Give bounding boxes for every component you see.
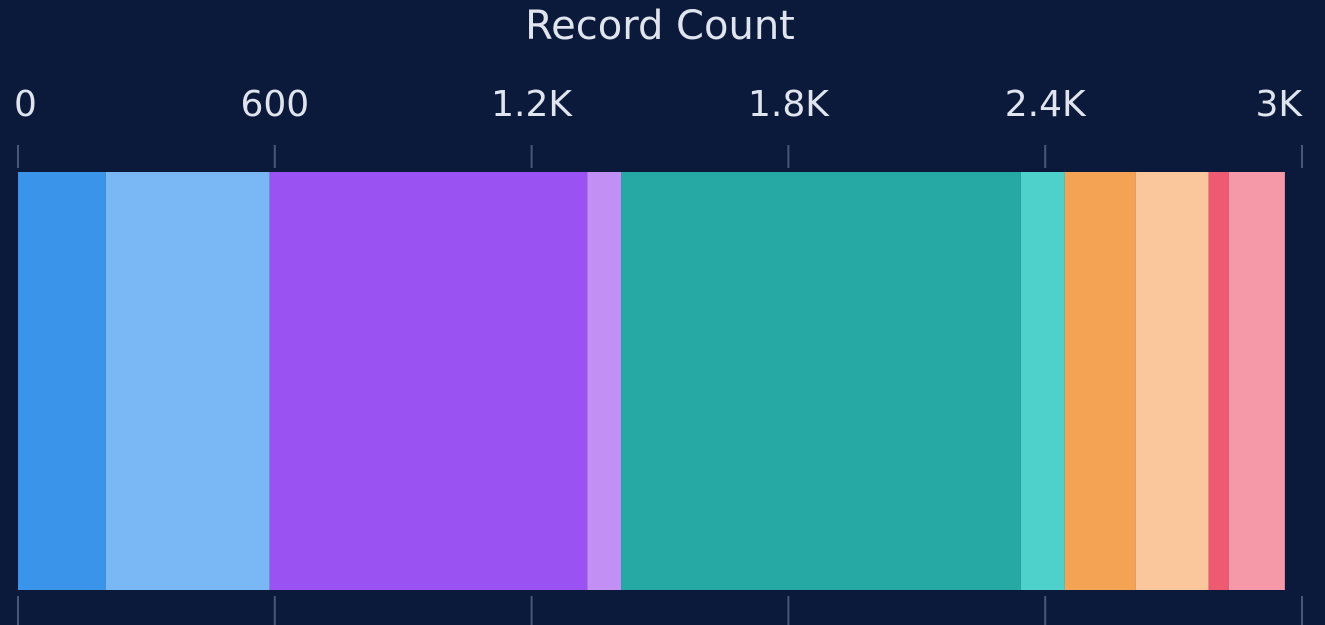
x-tick-label: 1.8K xyxy=(748,84,830,125)
bar-segment xyxy=(621,172,1021,590)
bar-segment xyxy=(1208,172,1229,590)
bar-segment xyxy=(105,172,270,590)
x-tick-label: 0 xyxy=(14,84,37,125)
bar-segment xyxy=(1135,172,1209,590)
x-tick-label: 3K xyxy=(1255,84,1303,125)
bar-segment xyxy=(269,172,588,590)
bar-segment xyxy=(587,172,622,590)
bar-segment xyxy=(1020,172,1065,590)
bar-segment xyxy=(18,172,106,590)
x-tick-label: 1.2K xyxy=(491,84,573,125)
bar-segment xyxy=(1064,172,1136,590)
x-tick-label: 2.4K xyxy=(1005,84,1087,125)
x-tick-label: 600 xyxy=(240,84,309,125)
bar-segment xyxy=(1228,172,1285,590)
chart-title: Record Count xyxy=(525,3,795,49)
